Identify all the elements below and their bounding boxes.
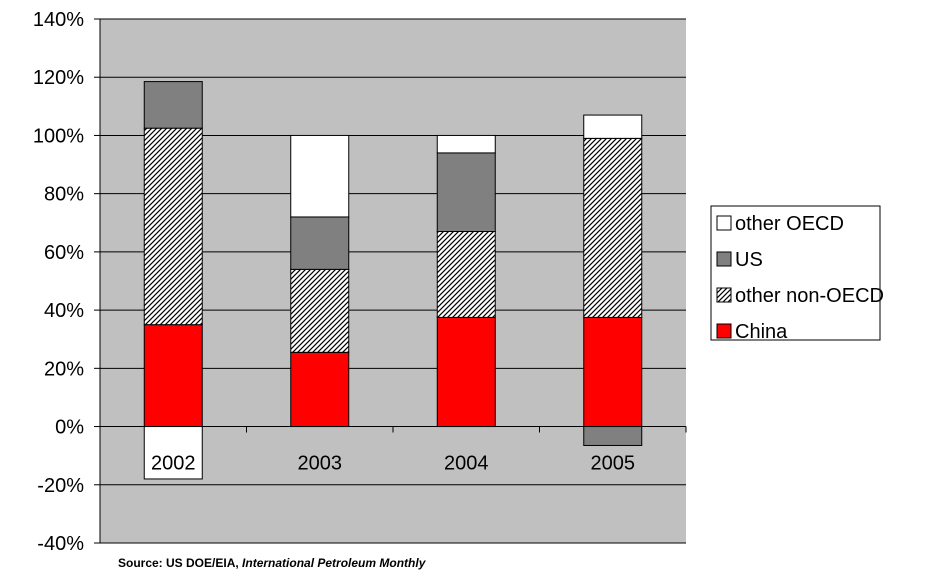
bar-segment-other-non-oecd-2002 [143, 127, 203, 326]
legend-label-china: China [735, 321, 788, 343]
bar-segment-other-oecd-2002 [143, 426, 203, 480]
y-tick-label: 40% [44, 300, 84, 322]
category-label: 2002 [151, 453, 196, 475]
category-label: 2005 [591, 453, 636, 475]
category-label: 2003 [298, 453, 343, 475]
bar-segment-other-oecd-2004 [436, 134, 496, 154]
category-labels: 2002 2003 2004 2005 [151, 453, 635, 475]
legend-swatch-china [716, 323, 732, 339]
legend-label-us: US [735, 249, 763, 271]
legend-swatch-other-oecd [716, 215, 732, 231]
y-tick-label: 100% [33, 125, 84, 147]
bar-segment-us-2004 [436, 152, 496, 233]
source-publication: International Petroleum Monthly [242, 556, 426, 570]
bar-segment-china-2004 [436, 316, 496, 428]
legend-label-other-non-oecd: other non-OECD [735, 285, 884, 307]
legend-box [710, 205, 881, 341]
y-tick-label: 120% [33, 67, 84, 89]
bars [143, 81, 643, 480]
y-tick-label: 80% [44, 184, 84, 206]
bar-segment-china-2002 [143, 324, 203, 428]
bar-segment-other-non-oecd-2003 [290, 268, 350, 353]
bar-segment-us-2003 [290, 216, 350, 270]
legend-label-other-oecd: other OECD [735, 213, 844, 235]
source-note: Source: US DOE/EIA, International Petrol… [118, 556, 425, 570]
bar-segment-other-oecd-2005 [583, 114, 643, 139]
category-label: 2004 [444, 453, 489, 475]
bar-segment-us-2002 [143, 81, 203, 129]
y-tick-labels: -40% -20% 0% 20% 40% 60% 80% 100% 120% 140% [33, 9, 84, 555]
source-prefix: Source: US DOE/EIA, [118, 556, 243, 570]
bar-segment-china-2003 [290, 351, 350, 428]
y-tick-label: 140% [33, 9, 84, 31]
bar-segment-china-2005 [583, 316, 643, 428]
bar-segment-other-non-oecd-2005 [583, 137, 643, 318]
axes [94, 18, 687, 544]
legend: other OECD US other non-OECD China [710, 205, 884, 343]
bar-segment-us-2005 [583, 426, 643, 446]
bar-segment-other-non-oecd-2004 [436, 231, 496, 318]
bar-segment-other-oecd-2003 [290, 134, 350, 218]
legend-swatch-us [716, 251, 732, 267]
y-tick-label: -40% [37, 533, 84, 555]
y-tick-label: -20% [37, 475, 84, 497]
y-tick-label: 0% [55, 417, 84, 439]
y-tick-label: 20% [44, 358, 84, 380]
legend-swatch-other-non-oecd [716, 287, 732, 303]
y-tick-label: 60% [44, 242, 84, 264]
